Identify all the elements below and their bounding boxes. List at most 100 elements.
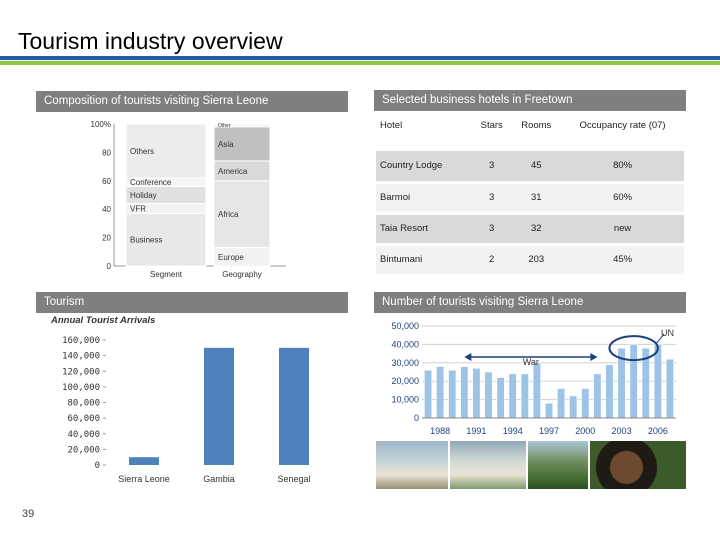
coast-photo — [450, 441, 526, 489]
segment-segment — [125, 123, 207, 179]
y-tick-label: 140,000 — [62, 352, 100, 362]
composition-header: Composition of tourists visiting Sierra … — [36, 91, 348, 112]
arrivals-subtitle: Annual Tourist Arrivals — [51, 315, 156, 326]
hotel-stars: 3 — [472, 182, 512, 215]
war-arrow-head-left — [464, 353, 472, 361]
hotel-rooms: 31 — [511, 182, 562, 215]
visitor-bar — [472, 368, 481, 419]
visitors-svg: 50,000 40,000 30,000 20,000 10,000 0 1988 1991 1… — [391, 321, 676, 436]
segment-label: Holiday — [130, 191, 157, 200]
geography-segment — [213, 123, 271, 128]
composition-svg: 100% 80 60 40 20 0 Business VFR Holiday Conferenc… — [91, 120, 286, 279]
x-tick-label: 2006 — [648, 426, 668, 436]
visitor-bar — [484, 371, 493, 419]
y-tick-label: 120,000 — [62, 367, 100, 377]
y-tick-label: 0 — [414, 413, 419, 423]
col-rooms: Rooms — [511, 113, 562, 151]
beach-photo — [376, 441, 448, 489]
chimpanzee-photo — [590, 441, 686, 489]
geography-segment — [213, 126, 271, 162]
un-pointer — [656, 333, 665, 344]
x-tick-label: Geography — [222, 270, 262, 279]
hotel-name: Country Lodge — [376, 151, 472, 184]
y-tick-label: 40,000 — [67, 430, 100, 440]
geography-label: Europe — [218, 253, 244, 262]
war-annotation: War — [523, 357, 539, 367]
hotel-stars: 3 — [472, 213, 512, 246]
geography-label: Africa — [218, 210, 239, 219]
arrivals-svg: 160,000 140,000 120,000 100,000 80,000 60,000… — [62, 336, 310, 484]
arrivals-chart: 160,000 140,000 120,000 100,000 80,000 60,000… — [40, 328, 340, 486]
x-tick-label: Segment — [150, 270, 183, 279]
x-tick-label: 1997 — [539, 426, 559, 436]
visitor-bar — [448, 369, 457, 419]
visitor-bar — [460, 366, 469, 419]
segment-label: Others — [130, 147, 154, 156]
page-number: 39 — [22, 508, 35, 520]
hotel-occupancy: 80% — [561, 151, 684, 184]
un-annotation: UN — [661, 328, 674, 338]
visitor-bar — [629, 344, 638, 419]
visitors-header: Number of tourists visiting Sierra Leone — [374, 292, 686, 313]
visitor-bar — [569, 395, 578, 419]
y-tick-label: 50,000 — [391, 321, 419, 331]
table-row: Taia Resort 3 32 new — [376, 213, 684, 246]
x-tick-label: 2000 — [575, 426, 595, 436]
visitor-bar — [532, 362, 541, 419]
segment-label: Business — [130, 236, 162, 245]
y-tick-label: 60,000 — [67, 414, 100, 424]
hotels-table: Hotel Stars Rooms Occupancy rate (07) Co… — [376, 113, 684, 277]
visitor-bar — [508, 373, 517, 419]
y-tick-label: 10,000 — [391, 395, 419, 405]
hotel-rooms: 203 — [511, 244, 562, 277]
geography-label: Other — [218, 123, 231, 129]
table-row: Barmoi 3 31 60% — [376, 182, 684, 215]
col-hotel: Hotel — [376, 113, 472, 151]
war-arrow-head-right — [590, 353, 598, 361]
x-tick-label: Senegal — [277, 474, 310, 484]
hotels-header: Selected business hotels in Freetown — [374, 90, 686, 111]
y-tick-label: 20,000 — [67, 445, 100, 455]
hotel-occupancy: 45% — [561, 244, 684, 277]
segment-segment — [125, 212, 207, 267]
un-circle — [608, 335, 659, 362]
arrival-bar — [279, 347, 309, 465]
hotel-rooms: 32 — [511, 213, 562, 246]
y-tick-label: 0 — [95, 461, 100, 471]
y-tick-label: 40,000 — [391, 339, 419, 349]
x-tick-label: 2003 — [612, 426, 632, 436]
title-rule-blue — [0, 56, 720, 60]
x-tick-label: 1994 — [503, 426, 523, 436]
table-row: Bintumani 2 203 45% — [376, 244, 684, 277]
hotel-occupancy: new — [561, 213, 684, 246]
table-row: Country Lodge 3 45 80% — [376, 151, 684, 184]
y-tick-label: 100,000 — [62, 383, 100, 393]
x-tick-label: 1988 — [430, 426, 450, 436]
x-tick-label: Sierra Leone — [118, 474, 170, 484]
y-tick-label: 80,000 — [67, 399, 100, 409]
visitor-bar — [605, 364, 614, 419]
col-stars: Stars — [472, 113, 512, 151]
y-tick-label: 100% — [91, 120, 111, 129]
hotel-stars: 2 — [472, 244, 512, 277]
y-tick-label: 160,000 — [62, 336, 100, 346]
visitor-bar — [496, 377, 505, 419]
geography-segment — [213, 180, 271, 249]
y-tick-label: 40 — [102, 205, 111, 214]
visitor-bar — [520, 373, 529, 419]
composition-chart: 100% 80 60 40 20 0 Business VFR Holiday Conferenc… — [90, 116, 290, 282]
x-tick-label: Gambia — [203, 474, 235, 484]
visitor-bar — [593, 373, 602, 419]
y-tick-label: 20 — [102, 234, 111, 243]
visitor-bar — [436, 366, 445, 419]
title-rule-green — [0, 61, 720, 65]
hotel-rooms: 45 — [511, 151, 562, 184]
slide-title: Tourism industry overview — [18, 28, 283, 54]
visitor-bar — [665, 358, 675, 419]
y-tick-label: 80 — [102, 148, 111, 157]
visitor-bar — [581, 388, 590, 419]
y-tick-label: 60 — [102, 177, 111, 186]
geography-label: America — [218, 167, 248, 176]
arrival-bar — [204, 347, 234, 465]
hotel-occupancy: 60% — [561, 182, 684, 215]
